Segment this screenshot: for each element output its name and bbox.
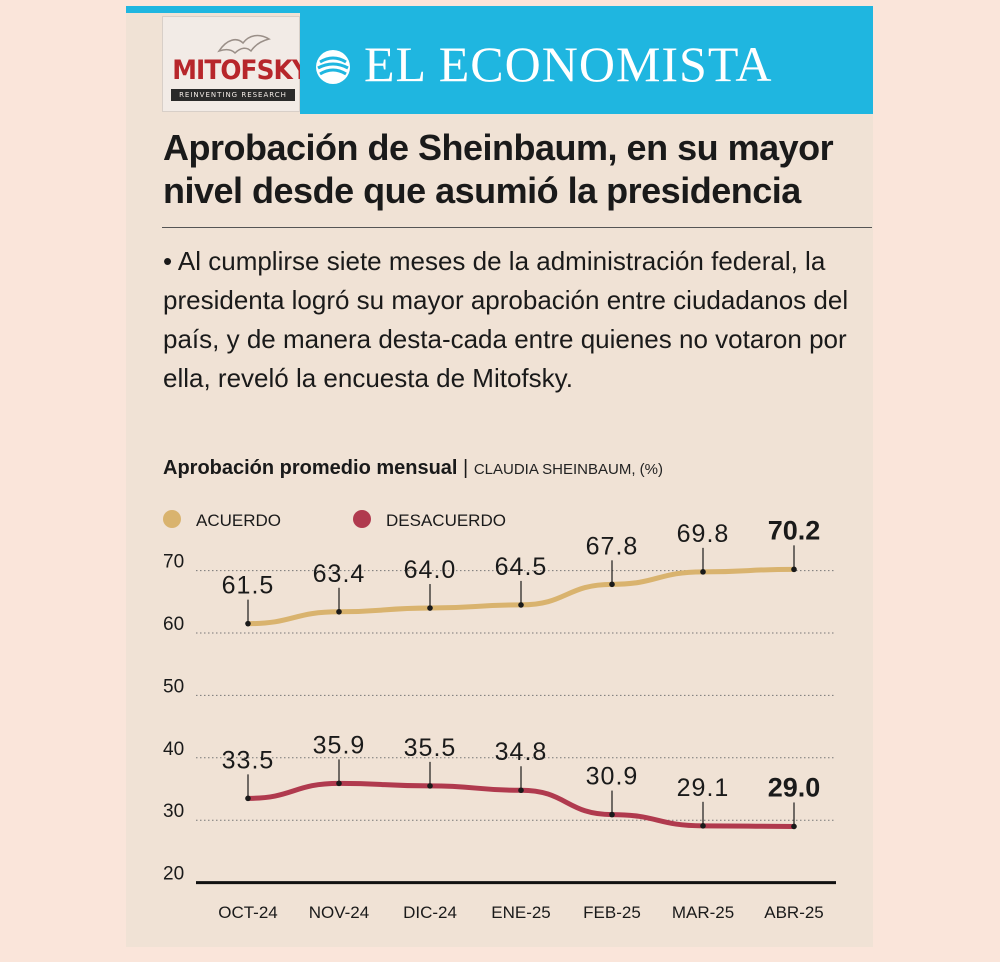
x-tick-label: MAR-25: [672, 903, 734, 922]
headline: Aprobación de Sheinbaum, en su mayor niv…: [163, 127, 834, 211]
data-label: 61.5: [222, 572, 275, 600]
data-point: [791, 823, 797, 830]
top-accent-bar: [126, 6, 873, 13]
data-label: 63.4: [313, 560, 366, 588]
data-point: [518, 602, 524, 608]
data-point: [245, 620, 251, 627]
data-label: 69.8: [677, 520, 730, 548]
data-label: 35.9: [313, 731, 366, 759]
eagle-icon: [217, 34, 271, 55]
data-point: [791, 566, 797, 573]
y-tick-label: 30: [163, 801, 184, 822]
data-label: 35.5: [404, 734, 457, 762]
data-point: [609, 811, 615, 818]
chart-subtitle: CLAUDIA SHEINBAUM, (%): [473, 461, 664, 478]
data-point: [245, 795, 251, 802]
chart-title-separator: |: [463, 457, 469, 479]
y-tick-label: 20: [163, 864, 184, 885]
infographic-card: MITOFSKY REINVENTING RESEARCH EL ECONOMI…: [126, 6, 873, 947]
y-tick-label: 50: [163, 676, 184, 697]
data-point: [427, 605, 433, 611]
data-label: 29.0: [768, 772, 821, 802]
y-tick-label: 40: [163, 739, 184, 760]
data-label: 64.5: [495, 553, 548, 581]
data-label: 33.5: [222, 746, 275, 774]
y-tick-label: 70: [163, 552, 184, 573]
line-chart: 20 30 40 50 60 70 OCT-24 NOV-24 DIC-24 ENE-25 FEB-…: [163, 510, 836, 922]
chart-title: Aprobación promedio mensual: [163, 457, 458, 479]
newspaper-banner: EL ECONOMISTA: [300, 13, 873, 114]
legend-label: ACUERDO: [196, 511, 281, 530]
data-point: [609, 581, 615, 588]
divider: [162, 227, 872, 228]
globe-icon: [316, 50, 350, 84]
article-summary: • Al cumplirse siete meses de la adminis…: [163, 246, 849, 393]
legend-swatch: [353, 510, 371, 528]
x-tick-label: ENE-25: [491, 903, 551, 922]
y-tick-label: 60: [163, 614, 184, 635]
data-label: 67.8: [586, 532, 639, 560]
data-label: 29.1: [677, 774, 730, 802]
logo-tagline: REINVENTING RESEARCH: [171, 89, 295, 101]
data-point: [336, 780, 342, 787]
x-tick-label: FEB-25: [583, 903, 641, 922]
chart-header: Aprobación promedio mensual | CLAUDIA SH…: [163, 457, 663, 480]
data-label: 64.0: [404, 556, 457, 584]
data-label: 34.8: [495, 738, 548, 766]
data-point: [518, 787, 524, 794]
newspaper-name: EL ECONOMISTA: [364, 36, 773, 92]
data-label: 70.2: [768, 515, 821, 545]
data-point: [700, 569, 706, 575]
x-tick-label: ABR-25: [764, 903, 824, 922]
mitofsky-logo: MITOFSKY REINVENTING RESEARCH: [162, 16, 310, 112]
data-point: [700, 823, 706, 829]
logo-name: MITOFSKY: [172, 55, 310, 86]
x-tick-label: NOV-24: [309, 903, 369, 922]
data-point: [427, 783, 433, 789]
legend-swatch: [163, 510, 181, 528]
data-label: 30.9: [586, 763, 639, 791]
x-tick-label: DIC-24: [403, 903, 457, 922]
legend-label: DESACUERDO: [386, 511, 506, 530]
x-tick-label: OCT-24: [218, 903, 278, 922]
data-point: [336, 608, 342, 615]
